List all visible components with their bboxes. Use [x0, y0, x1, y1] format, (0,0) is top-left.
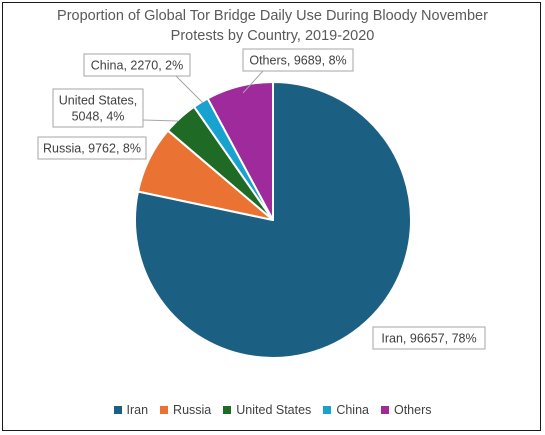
legend-label-china: China	[336, 403, 369, 417]
data-label-text-china: China, 2270, 2%	[91, 59, 183, 73]
legend-swatch-others	[380, 406, 389, 414]
legend-swatch-russia	[160, 406, 169, 414]
leader-line-china	[175, 75, 204, 104]
data-label-russia: Russia, 9762, 8%	[37, 136, 147, 160]
chart-title: Proportion of Global Tor Bridge Daily Us…	[0, 6, 545, 46]
chart-title-line-1: Proportion of Global Tor Bridge Daily Us…	[57, 8, 488, 24]
data-label-box-china	[83, 53, 191, 77]
pie-slice-others	[206, 81, 274, 221]
legend-item-united-states: United States	[223, 403, 311, 417]
legend-item-iran: Iran	[113, 403, 149, 417]
legend-label-iran: Iran	[126, 403, 149, 417]
legend-label-united-states: United States	[236, 403, 312, 417]
legend-swatch-united-states	[223, 406, 232, 414]
data-label-box-russia	[37, 136, 147, 160]
data-label-others: Others, 9689, 8%	[242, 48, 354, 72]
data-label-text-united-states: 5048, 4%	[72, 110, 125, 124]
leader-line-united-states	[142, 119, 179, 122]
legend-item-russia: Russia	[160, 403, 211, 417]
pie-slices	[134, 81, 412, 359]
data-labels: Iran, 96657, 78% Russia, 9762, 8% United S…	[37, 48, 486, 350]
legend-label-russia: Russia	[173, 403, 212, 417]
legend-swatch-iran	[113, 406, 122, 414]
legend-label-others: Others	[393, 403, 432, 417]
data-label-united-states: United States, 5048, 4%	[52, 88, 144, 128]
data-label-china: China, 2270, 2%	[83, 53, 191, 77]
data-label-box-united-states	[52, 88, 144, 128]
data-label-text-iran: Iran, 96657, 78%	[381, 332, 476, 346]
data-label-text-others: Others, 9689, 8%	[249, 54, 346, 68]
data-label-box-others	[242, 48, 354, 72]
legend-item-china: China	[323, 403, 369, 417]
chart-title-line-2: Protests by Country, 2019-2020	[170, 28, 375, 44]
data-label-text-russia: Russia, 9762, 8%	[43, 142, 141, 156]
legend: Iran Russia United States China Others	[0, 403, 545, 417]
label-leader-lines	[142, 70, 264, 122]
data-label-box-iran	[372, 326, 486, 350]
leader-line-others	[242, 70, 264, 94]
legend-item-others: Others	[380, 403, 432, 417]
data-label-text-united-states: United States,	[59, 94, 138, 108]
data-label-iran: Iran, 96657, 78%	[372, 326, 486, 350]
pie-slice-iran	[134, 81, 412, 359]
legend-swatch-china	[323, 406, 332, 414]
